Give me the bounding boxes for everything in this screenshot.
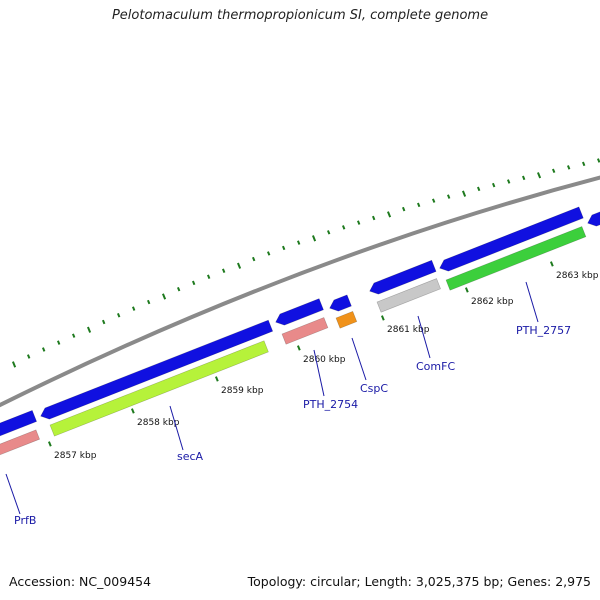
kbp-ticks: 2857 kbp 2858 kbp 2859 kbp 2860 kbp 2861 kbp… — [47, 261, 599, 461]
gene-leader-line — [525, 281, 539, 323]
cds-comfc-forward — [369, 259, 437, 295]
kbp-tick-label: 2860 kbp — [303, 355, 346, 365]
genome-backbone — [0, 175, 600, 408]
feature-seca — [49, 340, 269, 437]
minor-tick — [326, 230, 331, 235]
feature-pth2754 — [281, 317, 329, 345]
feature-comfc — [376, 278, 441, 313]
minor-tick — [342, 225, 346, 230]
cds-pth2754-forward — [275, 298, 324, 326]
minor-tick — [552, 168, 556, 174]
minor-tick — [252, 256, 256, 262]
kbp-tick-label: 2863 kbp — [556, 271, 599, 281]
cds-prfb-forward — [0, 409, 38, 437]
gene-leader-line — [313, 349, 325, 397]
minor-tick — [57, 340, 61, 345]
gene-leader-line — [351, 337, 367, 381]
minor-tick — [297, 240, 301, 245]
minor-tick — [447, 194, 451, 199]
gene-leader-line — [169, 405, 184, 451]
kbp-tick-mark — [465, 287, 469, 293]
minor-tick — [222, 268, 226, 273]
minor-tick — [311, 235, 317, 242]
map-title: Pelotomaculum thermopropionicum SI, comp… — [111, 8, 489, 23]
genome-summary-text: Topology: circular; Length: 3,025,375 bp… — [247, 574, 591, 589]
minor-tick — [372, 215, 376, 221]
gene-label-pth_2754: PTH_2754 — [303, 398, 358, 411]
kbp-tick-mark — [549, 261, 554, 267]
cds-pth2757-forward — [439, 206, 584, 272]
minor-tick — [161, 293, 167, 300]
minor-tick-dots — [11, 158, 600, 368]
gene-label-comfc: ComFC — [416, 360, 455, 373]
feature-prfb — [0, 429, 40, 456]
minor-tick — [207, 274, 211, 279]
minor-tick — [282, 245, 286, 251]
cds-cspc-forward — [329, 294, 352, 312]
gene-features — [0, 206, 600, 456]
minor-tick — [402, 206, 406, 212]
minor-tick — [117, 313, 121, 318]
minor-tick — [42, 347, 46, 352]
minor-tick — [462, 190, 467, 197]
kbp-tick-mark — [381, 315, 385, 321]
accession-text: Accession: NC_009454 — [9, 574, 152, 589]
cds-next-forward — [587, 211, 600, 227]
minor-tick — [357, 220, 361, 225]
minor-tick — [237, 262, 242, 269]
minor-tick — [537, 172, 542, 179]
minor-tick — [192, 280, 196, 286]
minor-tick — [522, 175, 526, 181]
minor-tick — [72, 333, 76, 338]
kbp-tick-label: 2858 kbp — [137, 418, 180, 428]
minor-tick — [417, 202, 421, 208]
minor-tick — [491, 182, 496, 188]
gene-label-prfb: PrfB — [14, 514, 36, 527]
kbp-tick-label: 2862 kbp — [471, 297, 514, 307]
minor-tick — [477, 186, 481, 192]
minor-tick — [506, 179, 511, 184]
minor-tick — [102, 319, 106, 325]
gene-label-seca: secA — [177, 450, 204, 463]
kbp-tick-mark — [131, 408, 135, 414]
cds-seca-forward — [40, 319, 274, 420]
minor-tick — [87, 326, 92, 333]
minor-tick — [176, 286, 181, 292]
gene-leader-line — [5, 473, 21, 515]
minor-tick — [11, 361, 17, 368]
feature-pth2757 — [445, 226, 587, 291]
backbone-line — [0, 175, 600, 408]
kbp-tick-label: 2859 kbp — [221, 386, 264, 396]
minor-tick — [266, 251, 271, 256]
minor-tick — [131, 306, 136, 311]
feature-cspc — [335, 311, 358, 329]
minor-tick — [27, 354, 31, 359]
minor-tick — [387, 211, 392, 218]
kbp-tick-mark — [296, 345, 301, 351]
minor-tick — [581, 161, 586, 167]
gene-label-cspc: CspC — [360, 382, 388, 395]
kbp-tick-label: 2861 kbp — [387, 325, 430, 335]
gene-label-pth_2757: PTH_2757 — [516, 324, 571, 337]
gene-leader-line — [417, 315, 431, 359]
kbp-tick-label: 2857 kbp — [54, 451, 97, 461]
minor-tick — [567, 165, 571, 170]
kbp-tick-mark — [215, 376, 219, 382]
minor-tick — [432, 198, 436, 203]
minor-tick — [147, 299, 151, 305]
kbp-tick-mark — [47, 441, 52, 447]
